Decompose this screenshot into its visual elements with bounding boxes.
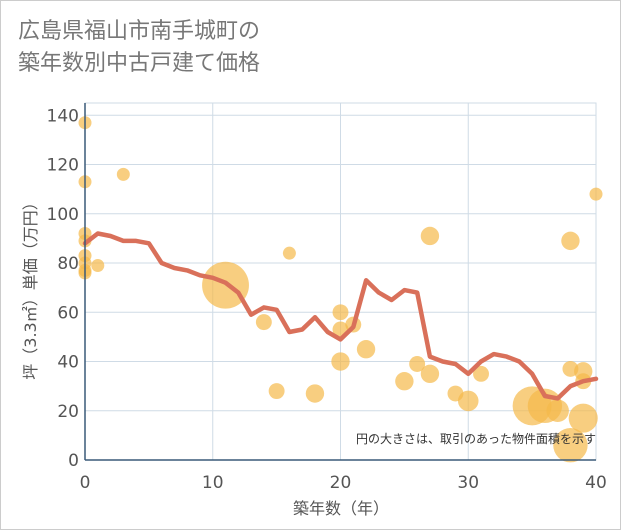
y-tick-label: 20 <box>57 402 79 422</box>
chart-title-line2: 築年数別中古戸建て価格 <box>18 51 261 76</box>
y-tick-label: 140 <box>47 106 79 126</box>
bubble-point <box>282 246 296 260</box>
chart-title: 広島県福山市南手城町の 築年数別中古戸建て価格 <box>18 16 260 80</box>
y-tick-label: 120 <box>47 156 79 176</box>
grid <box>84 102 597 461</box>
bubble-layer <box>78 116 603 463</box>
bubble-point <box>457 390 479 412</box>
bubble-point <box>589 187 603 201</box>
bubble-point <box>255 314 272 331</box>
bubble-point <box>91 258 105 272</box>
bubble-point <box>331 352 350 371</box>
bubble-point <box>356 340 376 359</box>
y-tick-label: 60 <box>57 303 79 323</box>
average-line-layer <box>82 231 599 401</box>
bubble-point <box>420 364 440 384</box>
bubble-point <box>568 403 598 433</box>
bubble-point <box>546 399 569 423</box>
x-tick-label: 30 <box>457 473 479 493</box>
bubble-point <box>332 304 349 321</box>
bubble-point <box>305 384 325 403</box>
bubble-point <box>268 383 285 400</box>
x-tick-label: 0 <box>80 473 91 493</box>
bubble-point <box>553 428 588 463</box>
bubble-point <box>116 167 130 181</box>
bubble-point <box>409 356 426 372</box>
y-tick-label: 40 <box>57 353 79 373</box>
bubble-point <box>561 231 580 251</box>
x-tick-label: 40 <box>585 473 607 493</box>
y-tick-label: 100 <box>47 205 79 225</box>
size-note: 円の大きさは、取引のあった物件面積を示す <box>356 431 596 446</box>
chart-title-line1: 広島県福山市南手城町の <box>18 19 261 44</box>
x-tick-label: 20 <box>330 473 352 493</box>
x-tick-label: 10 <box>202 473 224 493</box>
average-price-line <box>82 231 599 401</box>
y-axis-label: 坪（3.3㎡）単価（万円） <box>21 194 40 379</box>
bubble-point <box>395 372 414 391</box>
y-tick-label: 0 <box>68 451 79 471</box>
y-tick-label: 80 <box>57 254 79 274</box>
bubble-point <box>420 226 440 246</box>
axes: 0 20 40 60 80 100 120 140 0 10 20 30 40 <box>47 103 607 493</box>
bubble-point <box>473 365 489 382</box>
x-axis-label: 築年数（年） <box>293 499 389 518</box>
